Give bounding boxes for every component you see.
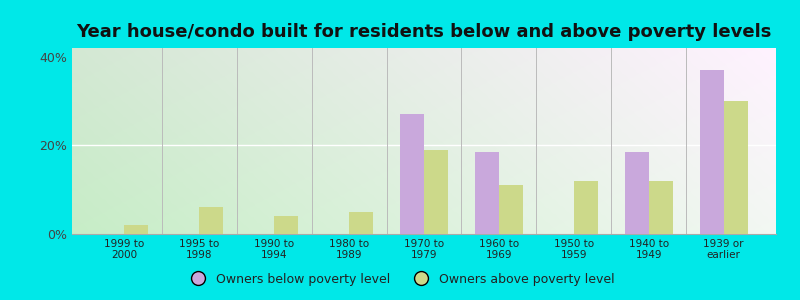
Bar [625, 152, 649, 234]
Bar [499, 185, 523, 234]
Bar [723, 101, 747, 234]
Bar [400, 114, 424, 234]
Bar [700, 70, 723, 234]
Bar [125, 225, 148, 234]
Bar [199, 207, 223, 234]
Title: Year house/condo built for residents below and above poverty levels: Year house/condo built for residents bel… [76, 23, 772, 41]
Legend: Owners below poverty level, Owners above poverty level: Owners below poverty level, Owners above… [181, 268, 619, 291]
Bar [649, 181, 673, 234]
Bar [574, 181, 598, 234]
Bar [349, 212, 373, 234]
Bar [274, 216, 298, 234]
Bar [424, 150, 448, 234]
Bar [475, 152, 499, 234]
